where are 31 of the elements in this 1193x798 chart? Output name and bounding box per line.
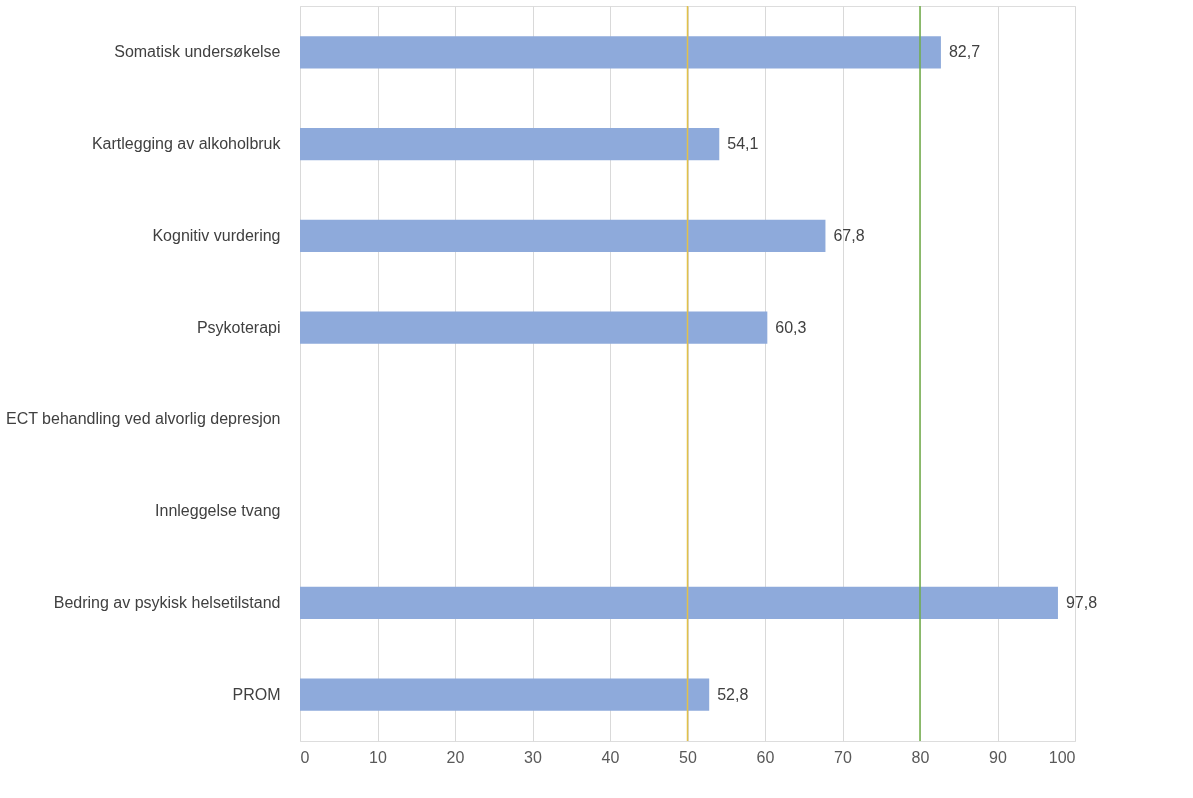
y-tick-label: Innleggelse tvang (155, 502, 281, 520)
bar (300, 311, 768, 344)
x-tick-label: 60 (756, 748, 775, 766)
y-tick-label: Kartlegging av alkoholbruk (91, 135, 282, 153)
bar (300, 586, 1058, 619)
x-tick-label: 10 (369, 748, 387, 766)
x-tick-label: 70 (834, 748, 852, 766)
x-tick-label: 90 (989, 748, 1007, 766)
data-label: 67,8 (833, 226, 865, 244)
x-tick-label: 20 (446, 748, 465, 766)
bar (300, 36, 941, 69)
x-tick-label: 30 (524, 748, 542, 766)
y-tick-label: PROM (232, 685, 281, 703)
y-tick-label: Psykoterapi (196, 318, 281, 336)
data-label: 54,1 (727, 135, 759, 153)
x-tick-label: 0 (300, 748, 310, 766)
y-tick-label: Bedring av psykisk helsetilstand (53, 593, 281, 611)
data-label: 52,8 (717, 685, 749, 703)
y-tick-label: Kognitiv vurdering (152, 226, 281, 244)
y-tick-label: ECT behandling ved alvorlig depresjon (5, 410, 281, 428)
x-tick-label: 100 (1048, 748, 1076, 766)
bar (300, 128, 720, 161)
x-tick-label: 40 (601, 748, 620, 766)
bar (300, 219, 826, 252)
bar (300, 678, 710, 711)
data-label: 60,3 (775, 318, 807, 336)
y-tick-label: Somatisk undersøkelse (114, 43, 281, 61)
x-tick-label: 80 (911, 748, 930, 766)
data-label: 82,7 (948, 43, 981, 61)
data-label: 97,8 (1065, 593, 1098, 611)
x-tick-label: 50 (679, 748, 697, 766)
